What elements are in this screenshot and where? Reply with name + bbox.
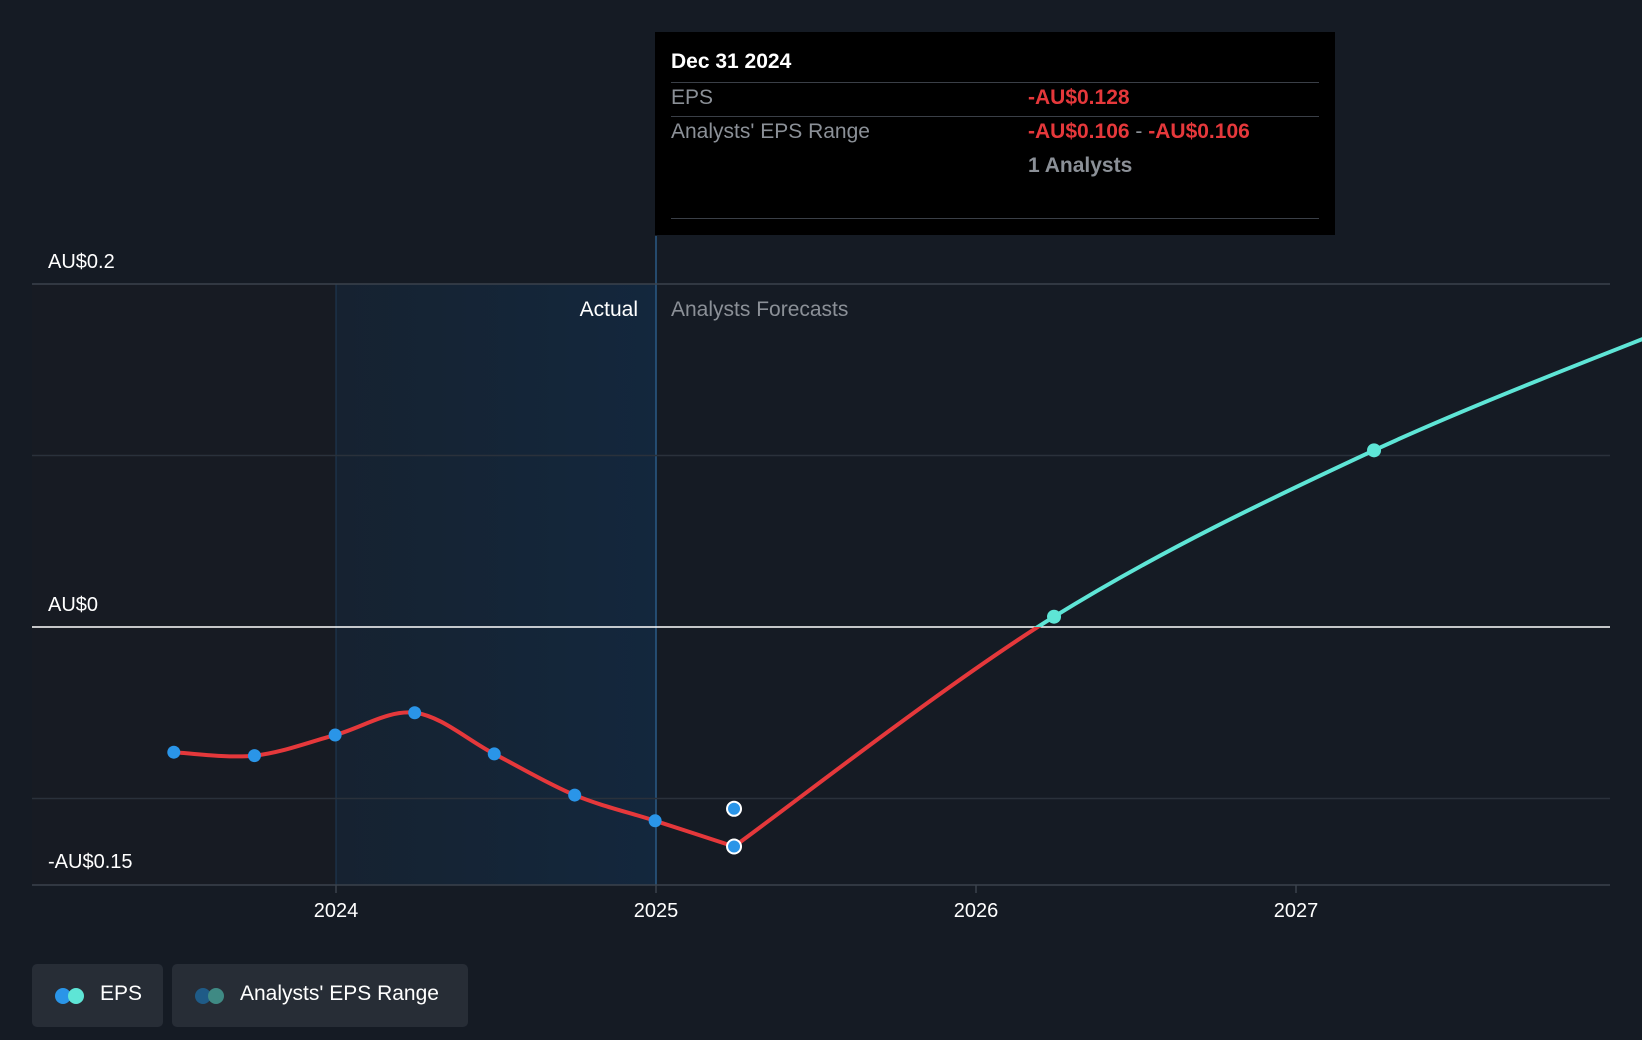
eps-forecast-line-positive (1034, 337, 1642, 627)
legend-analyst-range-button[interactable]: Analysts' EPS Range (172, 964, 468, 1027)
eps-actual-point[interactable] (726, 838, 743, 855)
tooltip-range-separator: - (1135, 120, 1143, 143)
y-tick-label-bottom: -AU$0.15 (48, 851, 133, 873)
legend-eps-button[interactable]: EPS (32, 964, 163, 1027)
x-tick-label: 2027 (1274, 900, 1319, 922)
tooltip-range-low: -AU$0.106 (1028, 120, 1130, 143)
tooltip-eps-value: -AU$0.128 (1028, 86, 1130, 109)
y-tick-label-zero: AU$0 (48, 594, 98, 616)
tooltip-divider (671, 82, 1319, 83)
legend-eps-label: EPS (100, 982, 143, 1005)
eps-forecast-line-negative (732, 627, 1042, 849)
forecast-section-label: Analysts Forecasts (671, 298, 848, 321)
eps-actual-dot-icon (55, 988, 71, 1004)
y-tick-label-top: AU$0.2 (48, 251, 115, 273)
x-tick-label: 2024 (314, 900, 359, 922)
actual-region (336, 284, 656, 885)
tooltip-divider (671, 116, 1319, 117)
tooltip-date: Dec 31 2024 (671, 50, 792, 73)
eps-actual-point[interactable] (247, 749, 261, 763)
eps-actual-line (171, 710, 737, 849)
tooltip-range-high: -AU$0.106 (1148, 120, 1250, 143)
actual-section-label: Actual (580, 298, 638, 321)
tooltip-analyst-count: 1 Analysts (1028, 154, 1133, 177)
range-actual-dot-icon (195, 988, 211, 1004)
range-forecast-dot-icon (208, 988, 224, 1004)
eps-actual-point[interactable] (408, 706, 422, 720)
eps-actual-point[interactable] (487, 747, 501, 761)
eps-actual-point[interactable] (328, 728, 342, 742)
tooltip-range-value: -AU$0.106 - -AU$0.106 (1028, 120, 1250, 144)
tooltip-range-label: Analysts' EPS Range (671, 120, 870, 143)
eps-tooltip: Dec 31 2024 EPS -AU$0.128 Analysts' EPS … (655, 32, 1335, 235)
analyst-range-point[interactable] (726, 800, 743, 817)
x-tick-label: 2025 (634, 900, 679, 922)
tooltip-divider (671, 218, 1319, 219)
eps-actual-point[interactable] (648, 814, 662, 828)
eps-forecast-point[interactable] (1047, 609, 1062, 624)
x-tick-label: 2026 (954, 900, 999, 922)
eps-forecast-dot-icon (68, 988, 84, 1004)
eps-actual-point[interactable] (568, 788, 582, 802)
tooltip-eps-label: EPS (671, 86, 714, 109)
past-region (32, 284, 336, 885)
legend-range-label: Analysts' EPS Range (240, 982, 439, 1005)
eps-forecast-point[interactable] (1367, 443, 1382, 458)
eps-actual-point[interactable] (167, 745, 181, 759)
